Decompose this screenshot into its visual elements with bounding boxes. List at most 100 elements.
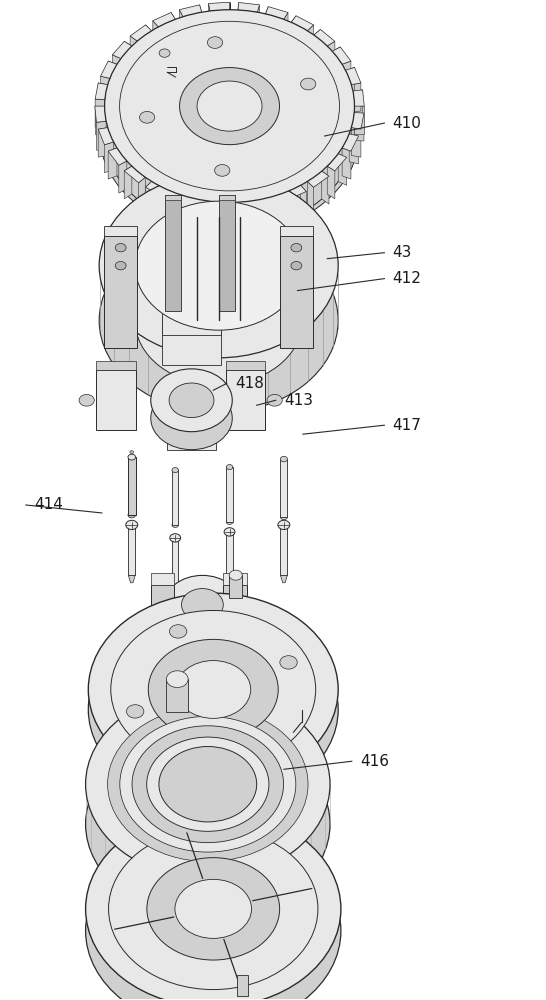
Polygon shape [108, 148, 127, 165]
Polygon shape [167, 679, 188, 712]
Ellipse shape [167, 671, 188, 688]
Polygon shape [280, 226, 313, 236]
Polygon shape [124, 41, 132, 74]
Polygon shape [237, 975, 248, 996]
Polygon shape [104, 226, 137, 236]
Polygon shape [162, 286, 221, 335]
Ellipse shape [126, 520, 138, 530]
Polygon shape [301, 185, 306, 219]
Ellipse shape [120, 21, 340, 191]
Text: 43: 43 [393, 245, 412, 260]
Polygon shape [130, 36, 138, 69]
Polygon shape [333, 47, 340, 79]
Polygon shape [104, 142, 114, 173]
Ellipse shape [99, 228, 338, 413]
Polygon shape [162, 316, 221, 365]
Ellipse shape [111, 630, 316, 788]
Polygon shape [119, 161, 127, 193]
Ellipse shape [226, 465, 233, 470]
Polygon shape [124, 166, 132, 199]
Polygon shape [338, 154, 347, 185]
Polygon shape [223, 573, 247, 585]
Ellipse shape [108, 707, 308, 861]
Ellipse shape [164, 607, 240, 666]
Ellipse shape [105, 38, 354, 230]
Ellipse shape [135, 256, 302, 385]
Ellipse shape [159, 747, 257, 822]
Polygon shape [354, 106, 364, 134]
Ellipse shape [86, 690, 330, 878]
Polygon shape [193, 605, 212, 639]
Ellipse shape [291, 244, 302, 252]
Polygon shape [151, 573, 174, 585]
Ellipse shape [291, 261, 302, 270]
Polygon shape [171, 193, 175, 228]
Ellipse shape [301, 78, 316, 90]
Ellipse shape [280, 456, 287, 462]
Polygon shape [349, 134, 359, 164]
Ellipse shape [197, 81, 262, 131]
Polygon shape [98, 128, 114, 145]
Ellipse shape [267, 394, 282, 406]
Polygon shape [172, 470, 179, 525]
Polygon shape [151, 585, 174, 625]
Polygon shape [163, 190, 168, 224]
Polygon shape [353, 90, 364, 106]
Ellipse shape [135, 201, 302, 330]
Polygon shape [153, 13, 175, 27]
Ellipse shape [151, 369, 232, 432]
Polygon shape [265, 7, 268, 42]
Polygon shape [108, 148, 117, 179]
Polygon shape [354, 113, 364, 141]
Ellipse shape [169, 625, 187, 638]
Ellipse shape [181, 620, 223, 653]
Polygon shape [333, 47, 351, 64]
Ellipse shape [132, 726, 283, 843]
Polygon shape [200, 200, 201, 235]
Polygon shape [108, 61, 117, 92]
Polygon shape [208, 804, 219, 825]
Polygon shape [172, 538, 179, 588]
Ellipse shape [151, 387, 232, 450]
Polygon shape [95, 106, 106, 122]
Polygon shape [265, 7, 288, 19]
Ellipse shape [128, 454, 135, 460]
Ellipse shape [226, 519, 233, 524]
Ellipse shape [111, 610, 316, 768]
Polygon shape [322, 171, 329, 204]
Ellipse shape [147, 737, 269, 831]
Polygon shape [257, 200, 259, 235]
Polygon shape [353, 90, 363, 119]
Polygon shape [307, 181, 313, 215]
Polygon shape [280, 525, 287, 575]
Polygon shape [124, 166, 145, 183]
Ellipse shape [240, 741, 257, 754]
Ellipse shape [127, 705, 144, 718]
Text: 413: 413 [284, 393, 313, 408]
Polygon shape [191, 198, 194, 234]
Polygon shape [128, 457, 135, 515]
Polygon shape [95, 99, 105, 128]
Polygon shape [172, 588, 179, 596]
Polygon shape [314, 29, 335, 46]
Ellipse shape [175, 879, 252, 938]
Polygon shape [284, 193, 288, 228]
Polygon shape [314, 29, 321, 63]
Polygon shape [280, 236, 313, 348]
Ellipse shape [115, 261, 126, 270]
Ellipse shape [112, 751, 303, 898]
Polygon shape [327, 166, 335, 199]
Ellipse shape [86, 810, 341, 1000]
Ellipse shape [215, 165, 230, 176]
Polygon shape [226, 532, 233, 582]
Text: 414: 414 [34, 497, 63, 512]
Ellipse shape [207, 37, 223, 48]
Polygon shape [153, 21, 158, 55]
Ellipse shape [164, 575, 240, 634]
Polygon shape [238, 2, 259, 12]
Ellipse shape [278, 520, 290, 530]
Polygon shape [351, 83, 361, 113]
Polygon shape [229, 575, 242, 598]
Polygon shape [171, 193, 194, 206]
Ellipse shape [120, 716, 296, 852]
